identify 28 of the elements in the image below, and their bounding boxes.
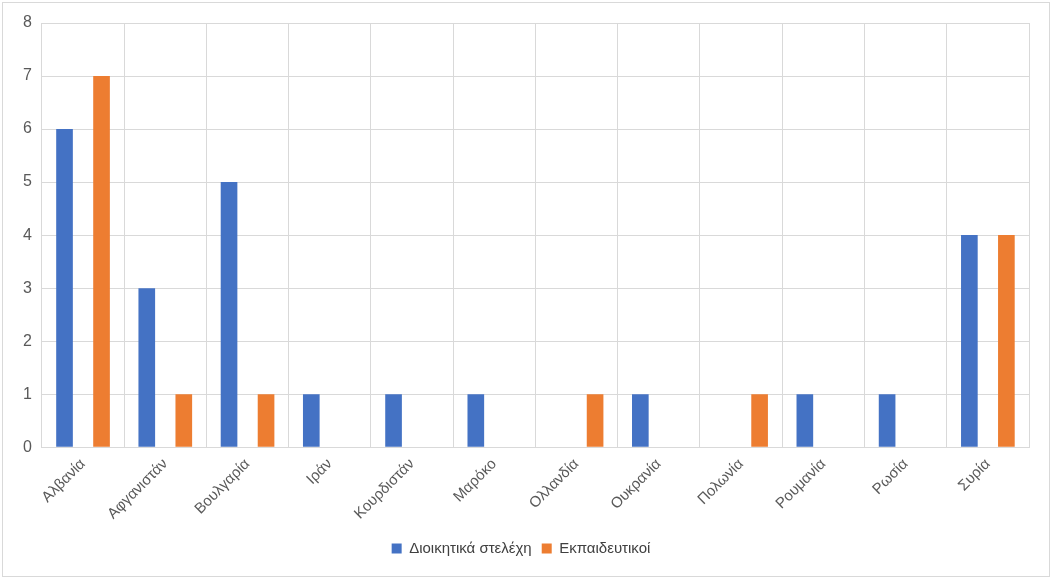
bar: [632, 394, 649, 447]
bar: [796, 394, 814, 447]
bar: [385, 394, 402, 447]
bar: [302, 394, 320, 447]
x-tick-label: Ιράν: [302, 454, 335, 488]
y-tick-label: 2: [22, 331, 32, 349]
bar: [751, 394, 768, 447]
bar: [220, 182, 238, 447]
bar: [586, 394, 604, 447]
bar: [56, 129, 73, 447]
y-tick-label: 8: [22, 13, 32, 31]
bar: [175, 394, 193, 447]
y-tick-label: 5: [22, 172, 32, 190]
y-tick-label: 3: [22, 278, 32, 296]
bar: [257, 394, 275, 447]
bar: [93, 76, 110, 447]
legend-label: Εκπαιδευτικοί: [559, 538, 652, 556]
bar: [467, 394, 485, 447]
y-tick-label: 6: [22, 119, 32, 137]
bar: [961, 235, 978, 447]
y-tick-label: 1: [22, 384, 32, 402]
bar: [878, 394, 896, 447]
y-tick-label: 7: [22, 66, 32, 84]
y-tick-label: 0: [22, 437, 32, 455]
bar: [998, 235, 1015, 447]
y-tick-label: 4: [22, 225, 32, 243]
legend-label: Διοικητικά στελέχη: [409, 538, 532, 556]
bar: [138, 288, 156, 447]
